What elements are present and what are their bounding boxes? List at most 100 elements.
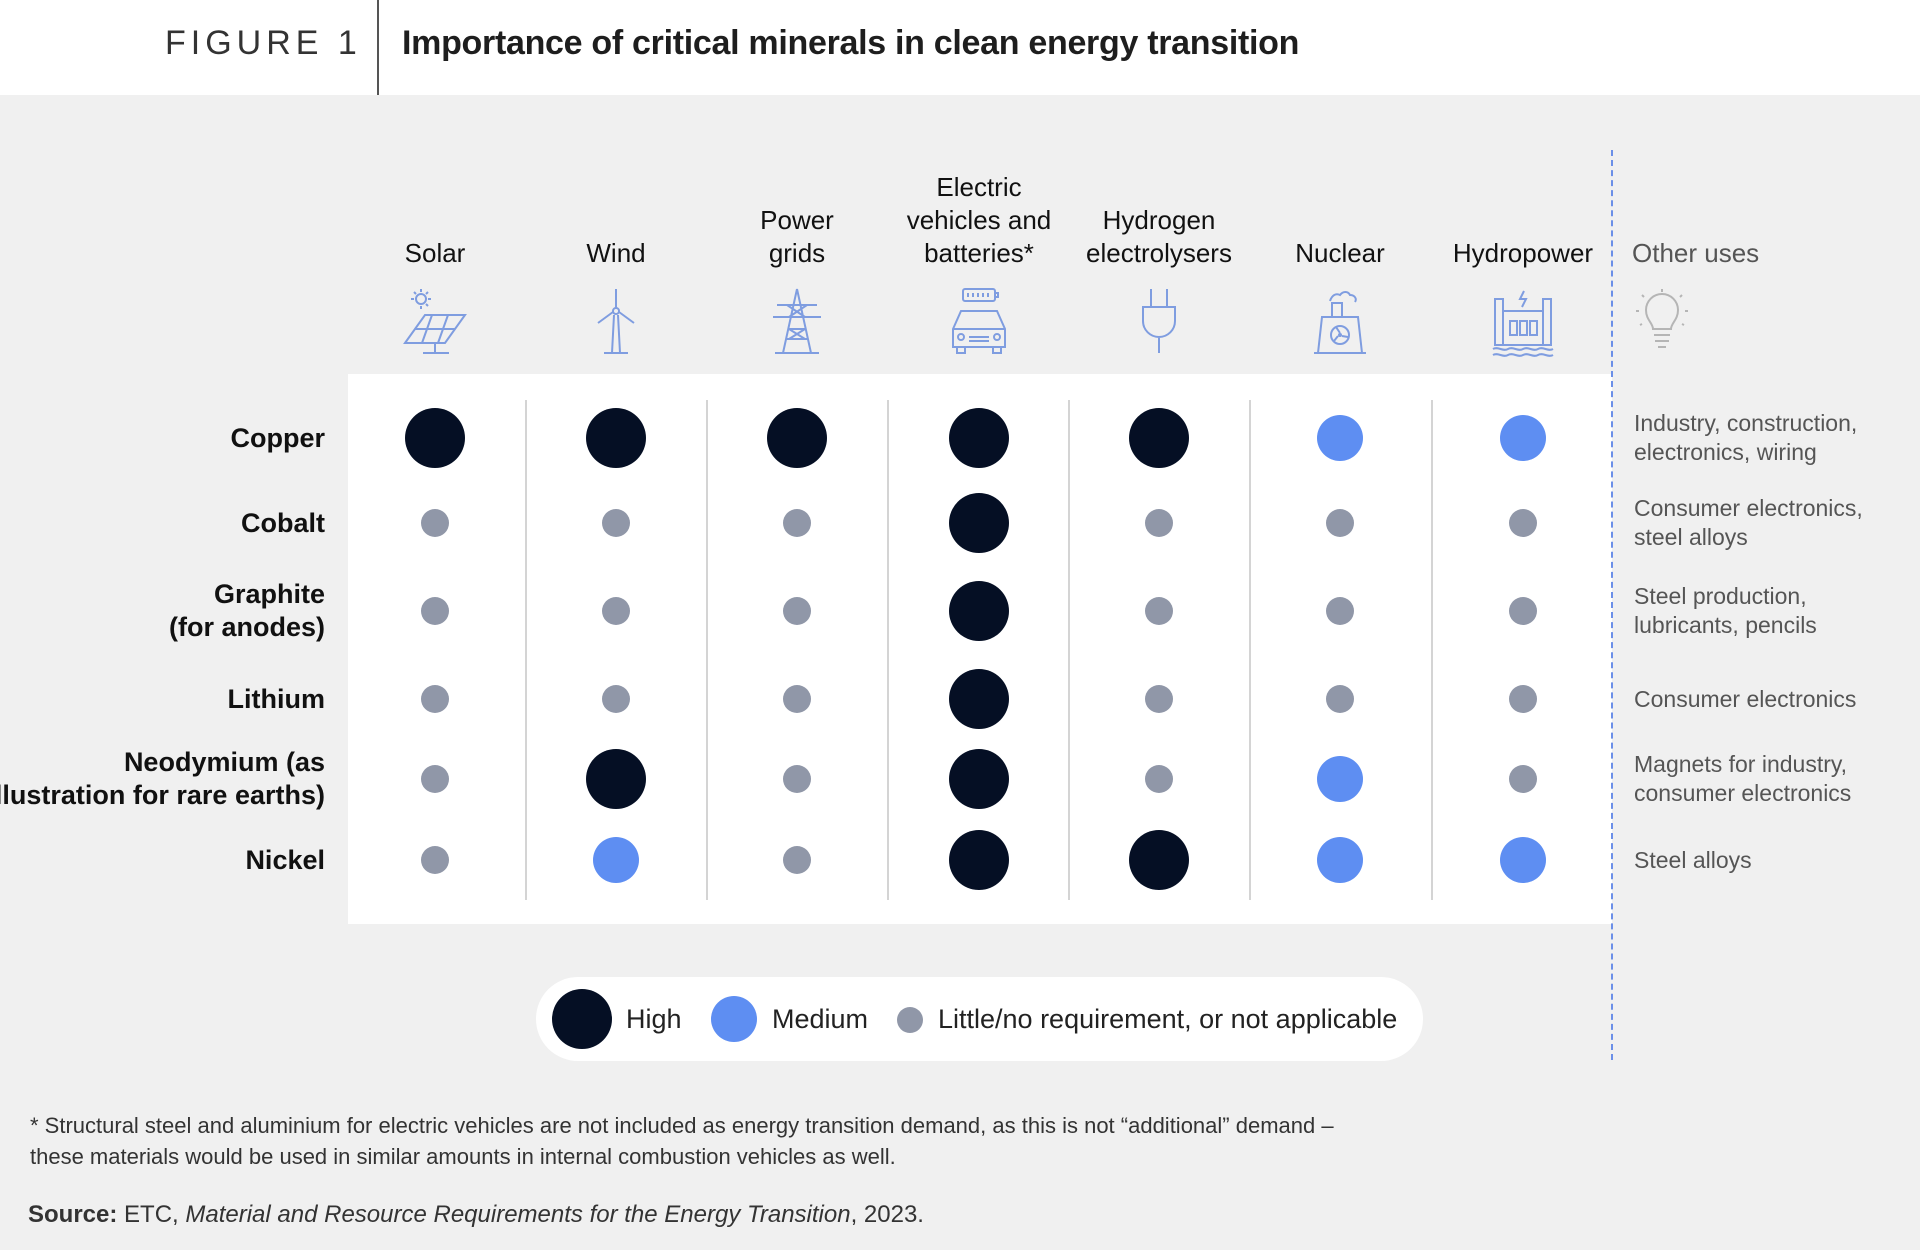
column-separator bbox=[705, 400, 708, 900]
legend-high-dot bbox=[552, 989, 612, 1049]
row-label: Copper bbox=[231, 422, 326, 455]
dot-low bbox=[421, 685, 449, 713]
dot-high bbox=[949, 581, 1009, 641]
footnote: * Structural steel and aluminium for ele… bbox=[30, 1110, 1480, 1172]
row-label-line: illustration for rare earths) bbox=[0, 780, 325, 810]
row-label: Lithium bbox=[228, 683, 325, 716]
footnote-line-1: * Structural steel and aluminium for ele… bbox=[30, 1113, 1334, 1138]
dot-high bbox=[586, 408, 646, 468]
solar-panel-icon bbox=[395, 285, 475, 357]
column-header: Wind bbox=[531, 237, 701, 270]
column-header-line: Power bbox=[760, 205, 834, 235]
dot-low bbox=[1145, 685, 1173, 713]
legend-medium-dot bbox=[711, 996, 757, 1042]
other-use-line: lubricants, pencils bbox=[1634, 612, 1817, 638]
hydropower-dam-icon bbox=[1483, 285, 1563, 357]
column-separator bbox=[1430, 400, 1433, 900]
footnote-line-2: these materials would be used in similar… bbox=[30, 1144, 896, 1169]
dot-low bbox=[783, 846, 811, 874]
other-use-line: Steel production, bbox=[1634, 583, 1807, 609]
header-divider bbox=[377, 0, 379, 95]
dot-low bbox=[1326, 597, 1354, 625]
other-use-line: Consumer electronics bbox=[1634, 685, 1857, 712]
dot-medium bbox=[1500, 837, 1546, 883]
column-header: Hydrogen electrolysers bbox=[1074, 204, 1244, 270]
dot-low bbox=[602, 685, 630, 713]
column-header-line: Solar bbox=[404, 238, 466, 268]
other-use-text: Industry, construction, electronics, wiri… bbox=[1634, 409, 1857, 467]
other-use-text: Magnets for industry, consumer electronic… bbox=[1634, 750, 1851, 808]
dot-low bbox=[1509, 765, 1537, 793]
dot-low bbox=[421, 765, 449, 793]
nuclear-plant-icon bbox=[1300, 285, 1380, 357]
dot-medium bbox=[1317, 837, 1363, 883]
figure-header: FIGURE 1 Importance of critical minerals… bbox=[0, 0, 1920, 95]
other-uses-header: Other uses bbox=[1632, 238, 1760, 268]
other-use-line: Industry, construction, bbox=[1634, 410, 1858, 436]
other-use-line: consumer electronics bbox=[1634, 780, 1852, 806]
column-header: Electric vehicles and batteries* bbox=[894, 171, 1064, 270]
legend: High Medium Little/no requirement, or no… bbox=[536, 977, 1423, 1061]
plug-icon bbox=[1119, 285, 1199, 357]
row-label-line: (for anodes) bbox=[168, 612, 325, 642]
lightbulb-icon bbox=[1622, 285, 1702, 357]
other-use-line: Magnets for industry, bbox=[1634, 751, 1848, 777]
source-title: Material and Resource Requirements for t… bbox=[185, 1201, 851, 1228]
dot-low bbox=[1145, 597, 1173, 625]
dot-medium bbox=[1317, 415, 1363, 461]
other-use-text: Consumer electronics bbox=[1634, 685, 1856, 714]
power-pylon-icon bbox=[757, 285, 837, 357]
dot-low bbox=[1326, 509, 1354, 537]
other-use-text: Steel production, lubricants, pencils bbox=[1634, 582, 1817, 640]
row-label-line: Nickel bbox=[245, 844, 325, 875]
source-line: Source: ETC, Material and Resource Requi… bbox=[28, 1201, 924, 1229]
column-header-line: Electric bbox=[936, 172, 1022, 202]
dot-low bbox=[1145, 765, 1173, 793]
column-header: Hydropower bbox=[1438, 237, 1608, 270]
column-header-line: Hydropower bbox=[1452, 238, 1594, 268]
column-header-line: Wind bbox=[586, 238, 646, 268]
column-header: Power grids bbox=[712, 204, 882, 270]
dot-high bbox=[949, 493, 1009, 553]
dot-low bbox=[421, 597, 449, 625]
row-label: Neodymium (as illustration for rare earth… bbox=[0, 746, 325, 812]
dot-high bbox=[767, 408, 827, 468]
other-use-text: Steel alloys bbox=[1634, 846, 1752, 875]
dot-medium bbox=[1500, 415, 1546, 461]
other-use-line: Consumer electronics, bbox=[1634, 495, 1863, 521]
dot-medium bbox=[593, 837, 639, 883]
dot-low bbox=[783, 597, 811, 625]
dot-high bbox=[949, 749, 1009, 809]
dot-high bbox=[586, 749, 646, 809]
column-header-line: grids bbox=[768, 238, 826, 268]
dot-low bbox=[421, 846, 449, 874]
row-label-line: Copper bbox=[230, 422, 326, 453]
column-header-line: vehicles and bbox=[906, 205, 1052, 235]
dot-low bbox=[783, 765, 811, 793]
row-label-line: Lithium bbox=[227, 683, 325, 714]
dot-low bbox=[783, 685, 811, 713]
legend-medium-label: Medium bbox=[772, 1004, 869, 1034]
dot-high bbox=[405, 408, 465, 468]
dot-low bbox=[602, 597, 630, 625]
row-label: Graphite (for anodes) bbox=[169, 578, 325, 644]
column-separator bbox=[1248, 400, 1251, 900]
row-label-line: Cobalt bbox=[241, 507, 325, 538]
dot-high bbox=[1129, 830, 1189, 890]
column-separator bbox=[887, 400, 889, 900]
row-label: Nickel bbox=[245, 844, 325, 877]
figure-label: FIGURE 1 bbox=[165, 24, 362, 62]
column-separator bbox=[524, 400, 527, 900]
other-use-line: electronics, wiring bbox=[1634, 439, 1817, 465]
column-header-line: batteries* bbox=[924, 238, 1034, 268]
dot-low bbox=[1509, 509, 1537, 537]
source-prefix: ETC, bbox=[117, 1201, 186, 1228]
legend-low-dot bbox=[897, 1007, 923, 1033]
legend-high-label: High bbox=[626, 1004, 682, 1034]
other-uses-divider bbox=[1611, 150, 1613, 1060]
legend-low-label: Little/no requirement, or not applicable bbox=[938, 1004, 1398, 1034]
column-header-line: electrolysers bbox=[1086, 238, 1232, 268]
electric-car-icon bbox=[939, 285, 1019, 357]
dot-low bbox=[1145, 509, 1173, 537]
row-label: Cobalt bbox=[241, 507, 325, 540]
